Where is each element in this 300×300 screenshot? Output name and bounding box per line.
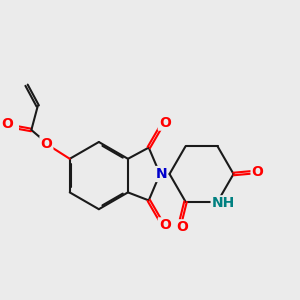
Text: O: O — [159, 218, 171, 233]
Text: O: O — [252, 165, 263, 179]
Text: O: O — [1, 117, 13, 130]
Text: N: N — [156, 167, 167, 181]
Text: O: O — [176, 220, 188, 234]
Text: O: O — [40, 137, 52, 151]
Text: NH: NH — [212, 196, 235, 210]
Text: O: O — [159, 116, 171, 130]
